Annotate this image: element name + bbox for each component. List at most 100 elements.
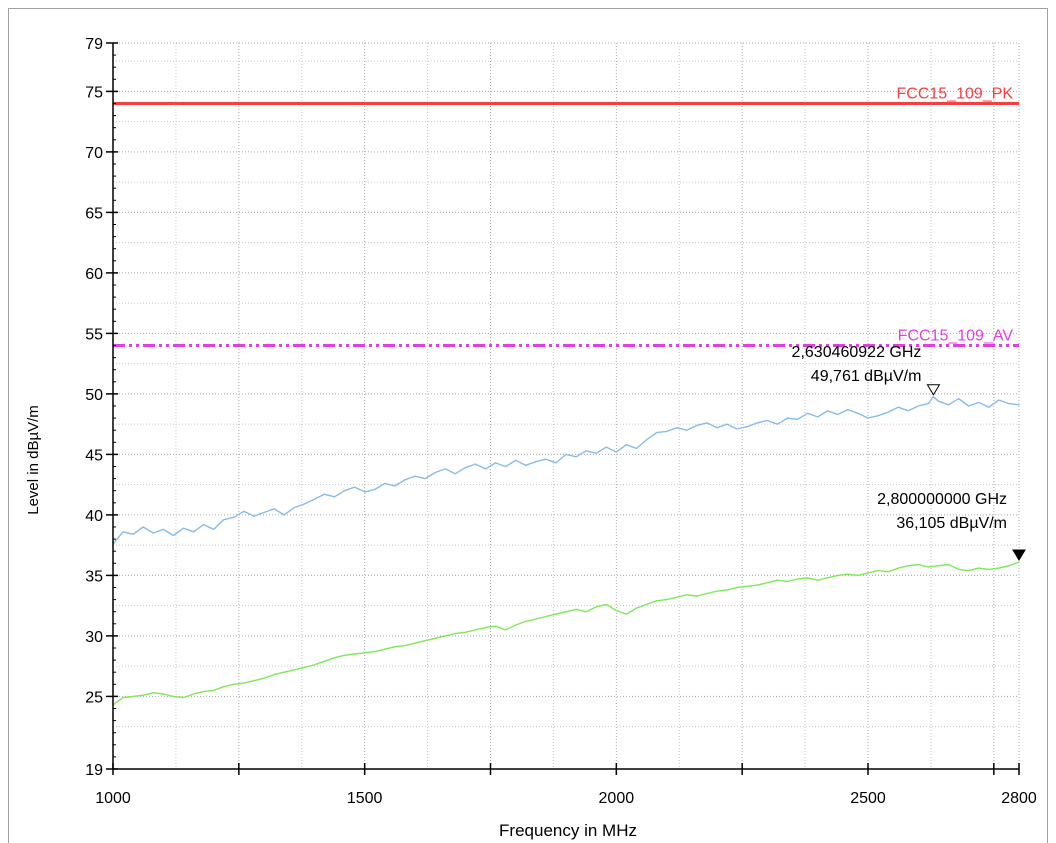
series-point-average [273,674,275,676]
series-point-peak [666,430,668,433]
marker-2-frequency: 2,800000000 GHz [877,491,1007,508]
series-point-peak [867,417,869,419]
series-point-peak [243,510,245,512]
series-point-average [515,624,517,626]
series-point-peak [414,475,416,477]
limit-lines: FCC15_109_PK FCC15_109_AV [113,86,1019,347]
series-point-average [323,660,325,662]
series-point-peak [394,485,396,487]
series-point-peak [932,396,935,398]
series-point-average [666,599,668,601]
series-point-peak [192,531,195,533]
series-point-average [857,574,859,577]
series-point-average [203,690,205,693]
series-point-peak [565,453,567,455]
series-point-peak [796,418,799,420]
series-point-average [434,637,436,639]
series-point-average [676,596,678,598]
series-point-average [686,594,688,596]
series-point-average [303,666,305,668]
series-point-average [384,648,386,650]
series-point-peak [978,401,980,403]
series-point-peak [182,527,185,529]
series-point-peak [877,415,879,417]
series-point-average [625,613,628,615]
series-point-average [293,669,295,671]
series-point-peak [152,532,154,534]
series-point-average [313,664,315,666]
y-tick-label: 35 [85,568,103,585]
series-point-peak [404,479,406,481]
series-point-peak [213,528,215,531]
series-point-average [474,629,476,631]
series-point-average [414,642,416,644]
series-point-peak [494,462,497,464]
series-point-average [192,693,195,695]
series-point-average [1008,565,1010,567]
series-line-peak [112,396,1020,545]
series-point-peak [374,488,376,491]
series-point-average [162,693,164,695]
series-point-peak [736,428,738,430]
series-point-peak [233,516,235,518]
series-point-average [213,689,215,691]
series-point-peak [595,452,597,454]
series-point-peak [364,491,366,493]
series-point-average [505,629,507,631]
series-point-average [776,579,779,581]
series-point-average [1018,561,1020,563]
series-point-average [424,640,426,642]
series-point-peak [887,411,889,413]
series-point-average [364,652,366,654]
series-point-peak [897,406,899,408]
series-group [112,396,1020,706]
series-point-average [585,611,587,613]
series-point-peak [947,404,950,406]
y-tick-label: 50 [85,387,103,404]
y-tick-label: 60 [85,266,103,283]
series-point-peak [1008,402,1010,405]
series-point-peak [223,519,225,521]
axes: 19 25 30 35 40 45 50 55 60 65 70 75 79 1000 1500 2000 25… [85,36,1037,807]
series-point-peak [786,417,789,419]
series-point-peak [464,467,466,469]
series-point-average [605,603,607,606]
series-point-average [132,695,134,698]
series-point-peak [676,427,678,429]
series-point-average [645,603,648,606]
series-point-peak [807,412,809,414]
series-point-peak [545,458,547,460]
series-point-peak [706,422,708,424]
series-point-average [172,695,174,698]
series-point-peak [515,459,517,462]
series-point-average [756,584,758,586]
series-point-peak [575,456,577,458]
series-point-average [988,568,990,570]
markers: 2,630460922 GHz 49,761 dBµV/m 2,800000000 … [792,344,1026,562]
series-point-average [706,592,708,595]
series-point-average [907,565,909,567]
series-point-average [968,569,970,572]
y-tick-label: 30 [85,629,103,646]
series-point-peak [384,482,386,485]
marker-2-level: 36,105 dBµV/m [896,515,1007,532]
series-point-peak [907,410,909,412]
series-point-peak [273,508,275,510]
series-point-peak [645,439,648,441]
y-tick-label: 75 [85,84,103,101]
series-point-peak [343,490,346,492]
y-tick-label: 19 [85,762,103,779]
series-point-average [726,589,728,591]
series-point-peak [505,465,507,468]
series-point-average [333,657,336,659]
series-point-average [122,697,124,699]
series-point-average [545,615,547,618]
y-tick-label: 65 [85,205,103,222]
series-point-peak [434,471,436,474]
series-point-peak [203,523,205,526]
series-point-peak [142,526,144,528]
series-point-peak [726,423,728,425]
y-tick-label: 55 [85,326,103,343]
y-tick-label: 79 [85,36,103,53]
